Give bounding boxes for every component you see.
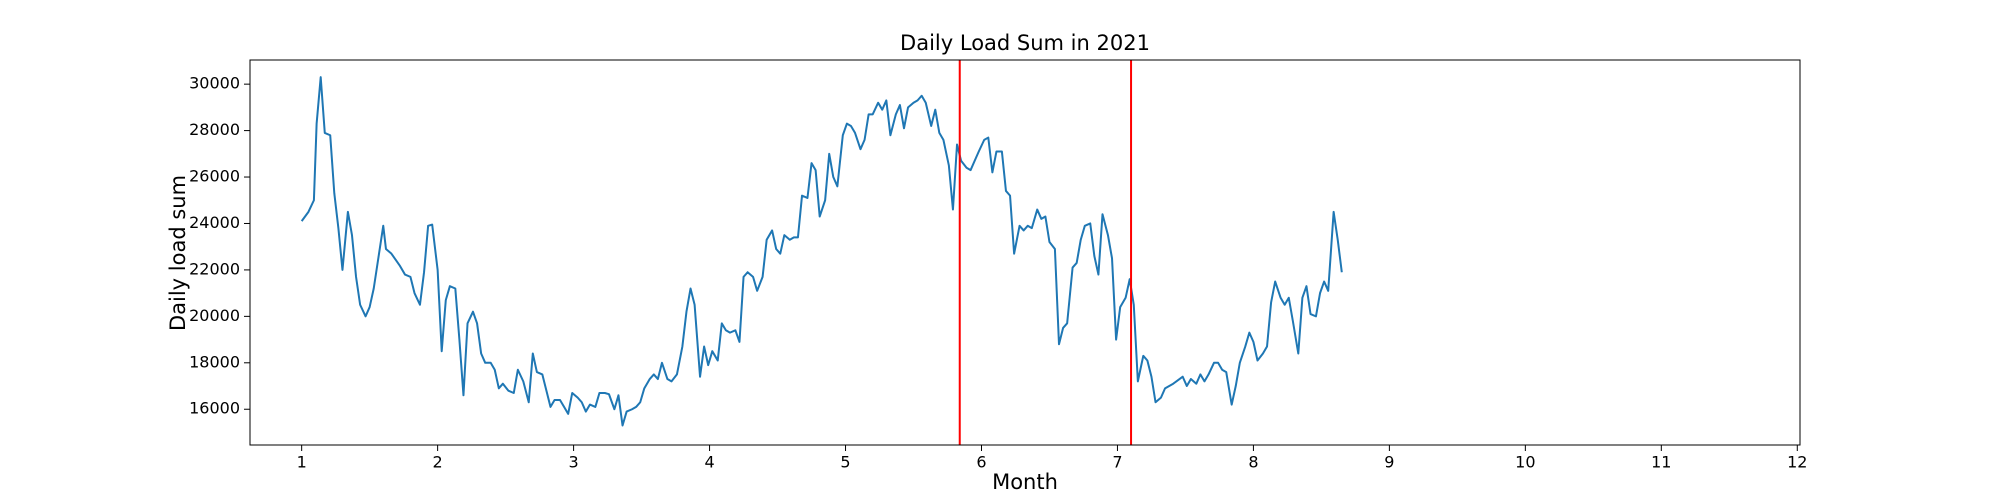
- y-tick-label: 18000: [189, 352, 240, 371]
- y-tick-label: 24000: [189, 213, 240, 232]
- x-tick-label: 1: [297, 453, 307, 472]
- x-axis-label: Month: [992, 470, 1058, 494]
- x-tick-label: 10: [1515, 453, 1535, 472]
- chart-title: Daily Load Sum in 2021: [900, 31, 1150, 55]
- data-line: [300, 76, 1343, 427]
- y-tick-label: 28000: [189, 120, 240, 139]
- y-tick-label: 20000: [189, 306, 240, 325]
- y-axis-label: Daily load sum: [166, 175, 190, 331]
- x-tick-label: 7: [1112, 453, 1122, 472]
- plot-frame: [249, 59, 1801, 446]
- x-tick-label: 3: [569, 453, 579, 472]
- y-tick-label: 30000: [189, 74, 240, 93]
- y-tick-label: 16000: [189, 399, 240, 418]
- x-tick-label: 9: [1384, 453, 1394, 472]
- y-tick-label: 26000: [189, 167, 240, 186]
- x-tick-label: 5: [840, 453, 850, 472]
- x-tick-label: 2: [433, 453, 443, 472]
- x-tick-label: 8: [1248, 453, 1258, 472]
- x-tick-label: 12: [1787, 453, 1807, 472]
- x-tick-label: 6: [976, 453, 986, 472]
- x-tick-label: 4: [704, 453, 714, 472]
- x-tick-label: 11: [1651, 453, 1671, 472]
- y-tick-label: 22000: [189, 259, 240, 278]
